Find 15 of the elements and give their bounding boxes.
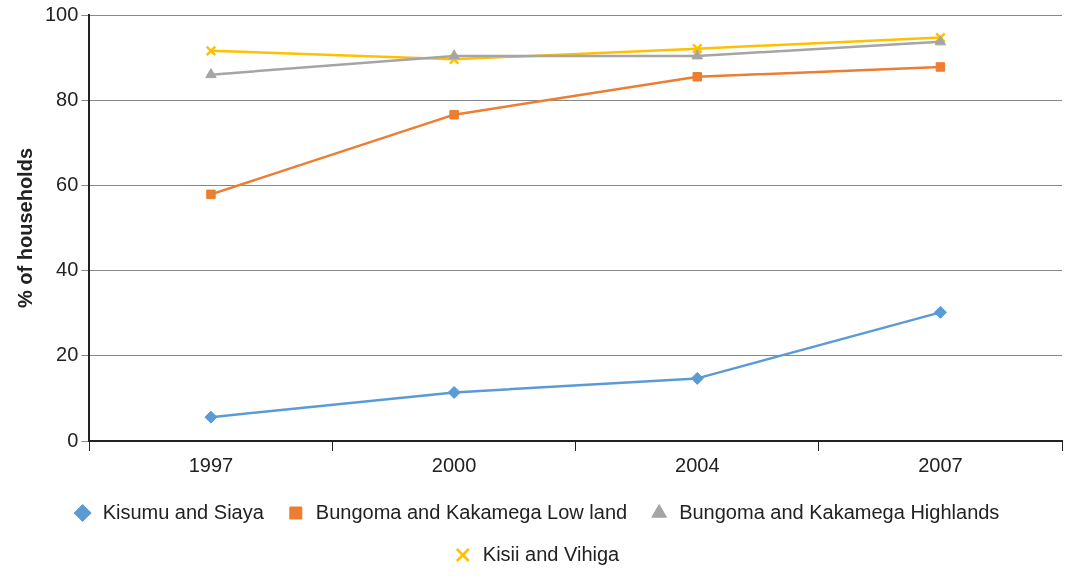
- y-tick-label: 60: [56, 172, 79, 195]
- y-tick-label: 80: [56, 87, 79, 110]
- y-axis-title: % of households: [13, 148, 36, 308]
- legend-label: Kisumu and Siaya: [102, 500, 265, 523]
- legend-label: Bungoma and Kakamega Low land: [315, 500, 628, 523]
- x-tick-label: 2004: [675, 453, 720, 476]
- legend-label: Bungoma and Kakamega Highlands: [679, 500, 1000, 523]
- y-tick-label: 20: [56, 343, 79, 366]
- y-tick-label: 100: [44, 2, 79, 25]
- y-tick-label: 40: [56, 258, 79, 281]
- x-tick-label: 2007: [918, 453, 963, 476]
- y-tick-label: 0: [67, 428, 79, 451]
- legend-label: Kisii and Vihiga: [482, 542, 621, 565]
- x-tick-label: 2000: [431, 453, 477, 476]
- x-tick-label: 1997: [188, 453, 234, 476]
